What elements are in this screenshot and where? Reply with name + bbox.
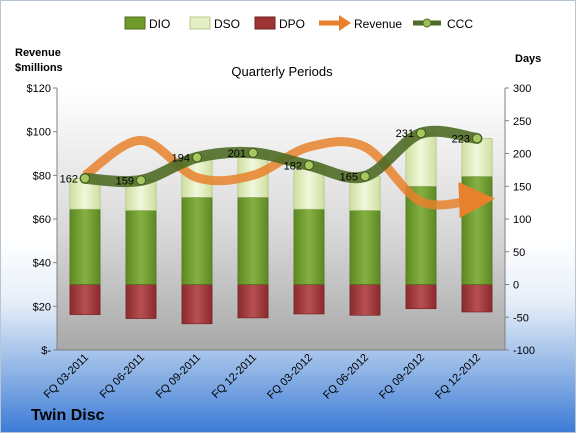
category-label: FQ 03-2011 <box>42 352 91 401</box>
ccc-data-label: 201 <box>228 148 246 160</box>
right-tick-label: 250 <box>513 116 531 128</box>
ccc-point <box>360 171 370 182</box>
category-label: FQ 06-2012 <box>321 352 371 402</box>
ccc-point <box>304 160 314 171</box>
right-axis-title: Days <box>515 53 541 65</box>
ccc-data-label: 162 <box>60 173 78 185</box>
left-tick-label: $- <box>41 345 51 357</box>
legend-label-dio: DIO <box>149 17 170 31</box>
legend-swatch-dso <box>189 16 211 30</box>
legend-swatch-dio <box>124 16 146 30</box>
right-tick-label: -100 <box>513 345 535 357</box>
right-tick-label: -50 <box>513 312 529 324</box>
left-axis-title-line1: Revenue <box>15 47 61 59</box>
right-tick-label: 50 <box>513 247 525 259</box>
bar-dio <box>293 208 325 285</box>
ccc-data-label: 194 <box>172 152 190 164</box>
right-tick-label: 100 <box>513 214 531 226</box>
category-label: FQ 09-2011 <box>154 352 203 401</box>
ccc-point <box>192 152 202 163</box>
bar-dpo <box>293 284 325 315</box>
bar-dio <box>461 176 493 285</box>
ccc-data-label: 159 <box>116 175 134 187</box>
left-tick-label: $60 <box>33 214 51 226</box>
legend-label-dpo: DPO <box>279 17 305 31</box>
left-tick-label: $100 <box>27 127 51 139</box>
left-tick-label: $40 <box>33 258 51 270</box>
bar-dpo <box>69 284 101 315</box>
bar-dpo <box>181 284 213 325</box>
ccc-data-label: 182 <box>284 160 302 172</box>
ccc-data-label: 165 <box>340 171 358 183</box>
bar-dso <box>461 138 493 177</box>
line-series: 162 159 194 201 182 165 231 223 <box>60 125 495 219</box>
bar-dio <box>69 208 101 285</box>
left-tick-label: $80 <box>33 170 51 182</box>
right-tick-label: 200 <box>513 149 531 161</box>
bar-dpo <box>349 284 381 316</box>
bar-dpo <box>125 284 157 319</box>
category-label: FQ 06-2011 <box>98 352 147 401</box>
category-label: FQ 12-2012 <box>433 352 483 402</box>
legend-label-ccc: CCC <box>447 17 473 31</box>
bar-dio <box>349 210 381 285</box>
bar-dpo <box>461 284 493 313</box>
ccc-point <box>80 173 90 184</box>
right-tick-labels: -100 -50 0 50 100 150 200 250 300 <box>505 83 535 357</box>
bar-dpo <box>237 284 269 319</box>
category-labels: FQ 03-2011 FQ 06-2011 FQ 09-2011 FQ 12-2011… <box>42 352 483 402</box>
category-label: FQ 03-2012 <box>265 352 315 402</box>
ccc-point <box>248 147 258 158</box>
bar-dio <box>125 210 157 285</box>
left-tick-label: $120 <box>27 83 51 95</box>
category-label: FQ 12-2011 <box>210 352 259 401</box>
left-tick-label: $20 <box>33 301 51 313</box>
ccc-data-label: 231 <box>396 128 414 140</box>
legend-swatch-dpo <box>254 16 276 30</box>
ccc-data-label: 223 <box>452 133 470 145</box>
category-label: FQ 09-2012 <box>377 352 427 402</box>
legend-swatch-revenue <box>319 15 351 31</box>
left-axis-title-line2: $millions <box>15 62 63 74</box>
ccc-line <box>79 125 483 188</box>
bar-dio <box>237 197 269 285</box>
left-tick-labels: $- $20 $40 $60 $80 $100 $120 <box>27 83 57 357</box>
company-name: Twin Disc <box>31 407 105 424</box>
legend-label-revenue: Revenue <box>354 17 402 31</box>
ccc-point <box>416 128 426 139</box>
legend-label-dso: DSO <box>214 17 240 31</box>
right-tick-label: 0 <box>513 280 519 292</box>
ccc-point <box>472 133 482 144</box>
ccc-point <box>136 175 146 186</box>
chart-title: Quarterly Periods <box>231 64 333 79</box>
legend: DIO DSO DPO Revenue CCC <box>124 15 473 31</box>
right-tick-label: 150 <box>513 181 531 193</box>
right-tick-label: 300 <box>513 83 531 95</box>
bar-dpo <box>405 284 437 310</box>
bar-dio <box>181 197 213 285</box>
legend-swatch-ccc <box>413 18 441 28</box>
